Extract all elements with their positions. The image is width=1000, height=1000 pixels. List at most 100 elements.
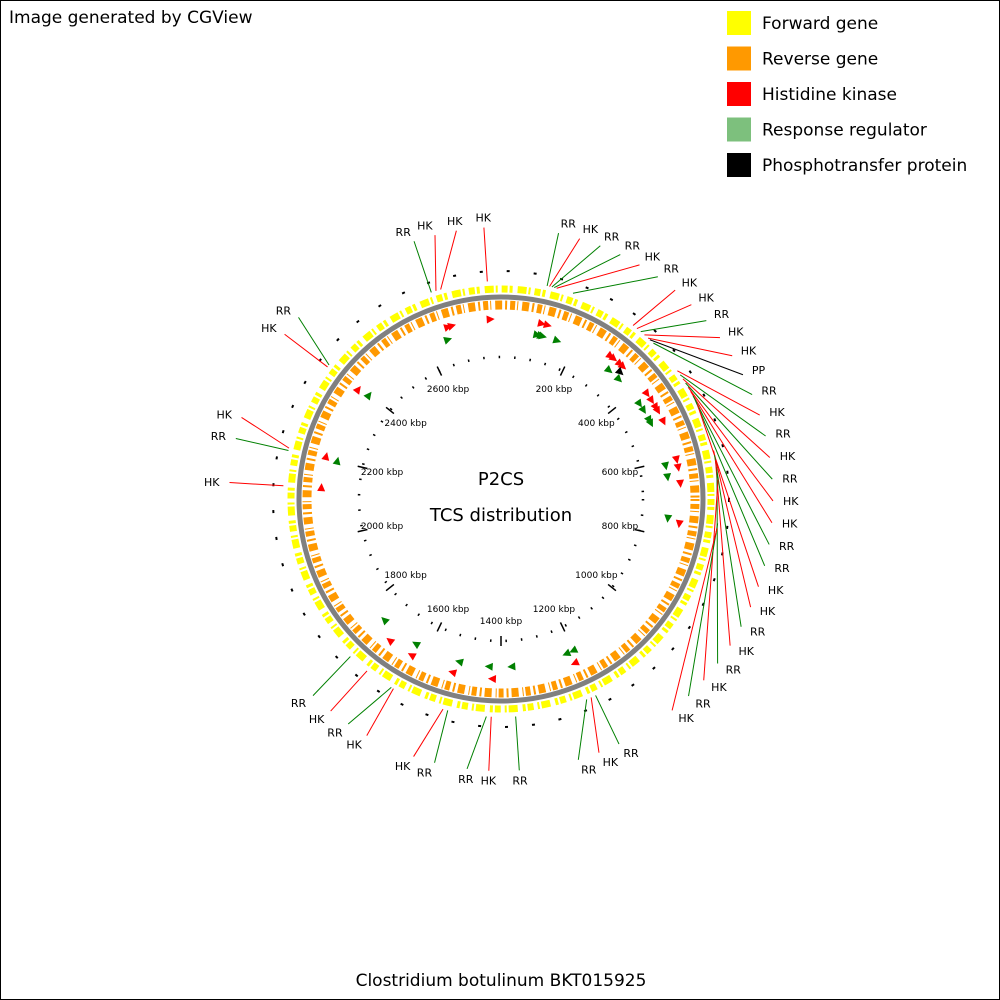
feature-arrow xyxy=(448,669,458,678)
feature-line xyxy=(636,304,692,330)
feature-line xyxy=(714,455,742,627)
feature-label: HK xyxy=(261,322,277,335)
feature-label: RR xyxy=(775,428,791,441)
feature-arrow xyxy=(658,416,666,426)
feature-line xyxy=(679,374,766,437)
tick-mark xyxy=(385,406,395,415)
feature-line xyxy=(714,460,731,646)
feature-line xyxy=(330,670,368,712)
tick-label: 1600 kbp xyxy=(427,605,470,615)
feature-line xyxy=(466,716,487,770)
feature-arrow xyxy=(537,318,546,327)
feature-label: RR xyxy=(327,726,343,739)
feature-arrow xyxy=(321,452,330,461)
tick-label: 2600 kbp xyxy=(427,385,470,395)
tick-label: 400 kbp xyxy=(578,419,615,429)
feature-label: HK xyxy=(760,605,776,618)
feature-line xyxy=(696,404,759,587)
feature-arrow xyxy=(317,483,326,492)
feature-arrow xyxy=(638,404,646,414)
feature-arrow xyxy=(603,365,613,374)
feature-arrow xyxy=(614,366,624,376)
feature-label: HK xyxy=(741,344,757,357)
legend-label: Forward gene xyxy=(762,14,878,34)
feature-arrow xyxy=(661,461,669,471)
map-title: P2CS xyxy=(478,469,524,490)
feature-label: HK xyxy=(309,713,325,726)
tick-label: 600 kbp xyxy=(602,468,639,478)
legend-swatch xyxy=(727,117,751,142)
feature-line xyxy=(671,528,718,711)
feature-line xyxy=(366,688,394,736)
feature-line xyxy=(434,235,437,291)
feature-arrow xyxy=(634,398,642,408)
feature-label: HK xyxy=(678,712,694,725)
tick-label: 1800 kbp xyxy=(384,571,427,581)
feature-arrow xyxy=(645,418,653,428)
legend-swatch xyxy=(727,153,751,177)
feature-line xyxy=(556,264,640,289)
feature-label: RR xyxy=(782,472,798,485)
legend-swatch xyxy=(727,46,751,71)
feature-line xyxy=(590,697,600,753)
tick-label: 800 kbp xyxy=(602,522,639,532)
footer: Clostridium botulinum BKT015925 xyxy=(356,971,647,991)
legend-label: Response regulator xyxy=(762,121,927,141)
feature-label: RR xyxy=(750,625,766,638)
feature-line xyxy=(692,395,770,545)
feature-line xyxy=(653,342,753,395)
feature-label: RR xyxy=(761,385,777,398)
feature-line xyxy=(347,687,392,725)
tick-dots xyxy=(357,355,645,643)
tick-mark xyxy=(357,465,368,470)
tick-label: 2400 kbp xyxy=(384,419,427,429)
feature-arrow xyxy=(543,320,552,329)
feature-arrow xyxy=(664,514,673,523)
feature-line xyxy=(677,370,760,416)
feature-line xyxy=(488,716,492,771)
feature-line xyxy=(241,416,290,449)
tick-mark xyxy=(385,583,395,592)
feature-line xyxy=(515,716,520,771)
tick-mark xyxy=(634,528,645,533)
feature-line xyxy=(235,437,289,451)
tick-mark xyxy=(559,366,566,376)
feature-line xyxy=(577,699,588,760)
backbone xyxy=(296,294,706,704)
feature-arrow xyxy=(407,653,417,661)
feature-label: HK xyxy=(583,223,599,236)
feature-line xyxy=(703,479,719,681)
feature-label: HK xyxy=(728,326,744,339)
tick-mark xyxy=(607,406,617,415)
feature-line xyxy=(551,245,601,288)
tick-label: 1000 kbp xyxy=(575,571,618,581)
feature-line xyxy=(549,238,581,287)
feature-line xyxy=(284,333,328,368)
feature-label: RR xyxy=(276,305,292,318)
feature-label: RR xyxy=(695,697,711,710)
feature-arrow xyxy=(412,641,422,650)
feature-line xyxy=(298,317,330,366)
feature-arrow xyxy=(443,336,453,345)
feature-arrow xyxy=(570,658,580,666)
feature-line xyxy=(440,230,457,290)
feature-label: HK xyxy=(768,584,784,597)
tick-label: 1200 kbp xyxy=(533,605,576,615)
feature-label: RR xyxy=(458,773,474,786)
legend-label: Phosphotransfer protein xyxy=(762,156,967,176)
tick-label: 2200 kbp xyxy=(361,468,404,478)
feature-arrow xyxy=(652,405,661,415)
feature-label: HK xyxy=(346,738,362,751)
feature-arrow xyxy=(613,373,623,383)
feature-label: HK xyxy=(481,775,497,788)
feature-label: HK xyxy=(682,276,698,289)
feature-label: RR xyxy=(512,774,528,787)
feature-arrow xyxy=(486,315,495,324)
tick-label: 1400 kbp xyxy=(480,617,523,627)
feature-line xyxy=(632,289,676,326)
feature-arrow xyxy=(676,479,684,488)
feature-line xyxy=(640,320,707,333)
feature-line xyxy=(229,482,284,487)
feature-label: RR xyxy=(623,747,639,760)
legend-label: Histidine kinase xyxy=(762,85,897,105)
